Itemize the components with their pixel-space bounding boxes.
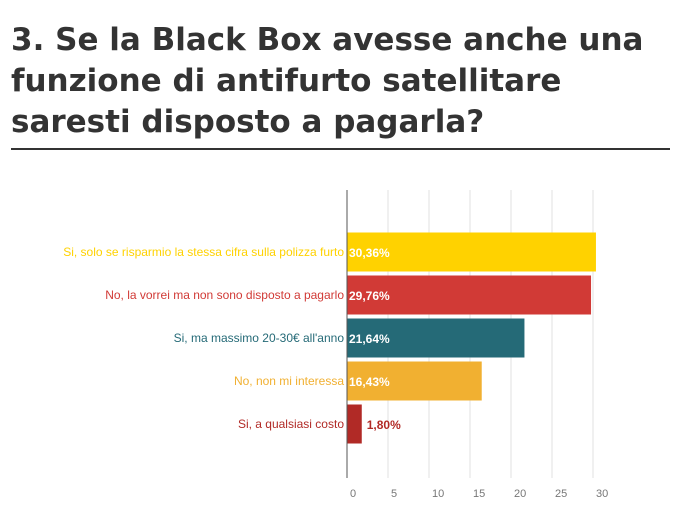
value-label: 16,43% — [349, 375, 390, 389]
value-label: 21,64% — [349, 332, 390, 346]
category-label: Si, ma massimo 20-30€ all'anno — [174, 331, 345, 345]
bar — [347, 404, 362, 444]
bar — [347, 275, 592, 315]
category-label: Si, solo se risparmio la stessa cifra su… — [63, 245, 344, 259]
category-label: No, la vorrei ma non sono disposto a pag… — [105, 288, 344, 302]
x-tick-label: 5 — [391, 488, 397, 500]
x-tick-label: 30 — [596, 488, 608, 500]
title-divider — [11, 148, 670, 150]
chart-title: 3. Se la Black Box avesse anche una funz… — [11, 22, 644, 140]
value-label: 29,76% — [349, 289, 390, 303]
category-label: No, non mi interessa — [234, 374, 344, 388]
bars: Si, solo se risparmio la stessa cifra su… — [63, 232, 596, 444]
value-label: 30,36% — [349, 246, 390, 260]
x-tick-label: 15 — [473, 488, 485, 500]
bar — [347, 232, 596, 272]
x-tick-label: 0 — [350, 488, 356, 500]
x-tick-label: 25 — [555, 488, 567, 500]
category-label: Si, a qualsiasi costo — [238, 417, 344, 431]
bar — [347, 361, 482, 401]
x-tick-label: 10 — [432, 488, 444, 500]
axis: 0 5 10 15 20 25 30 — [346, 190, 608, 500]
value-label: 1,80% — [367, 418, 401, 432]
bar — [347, 318, 525, 358]
x-tick-label: 20 — [514, 488, 526, 500]
